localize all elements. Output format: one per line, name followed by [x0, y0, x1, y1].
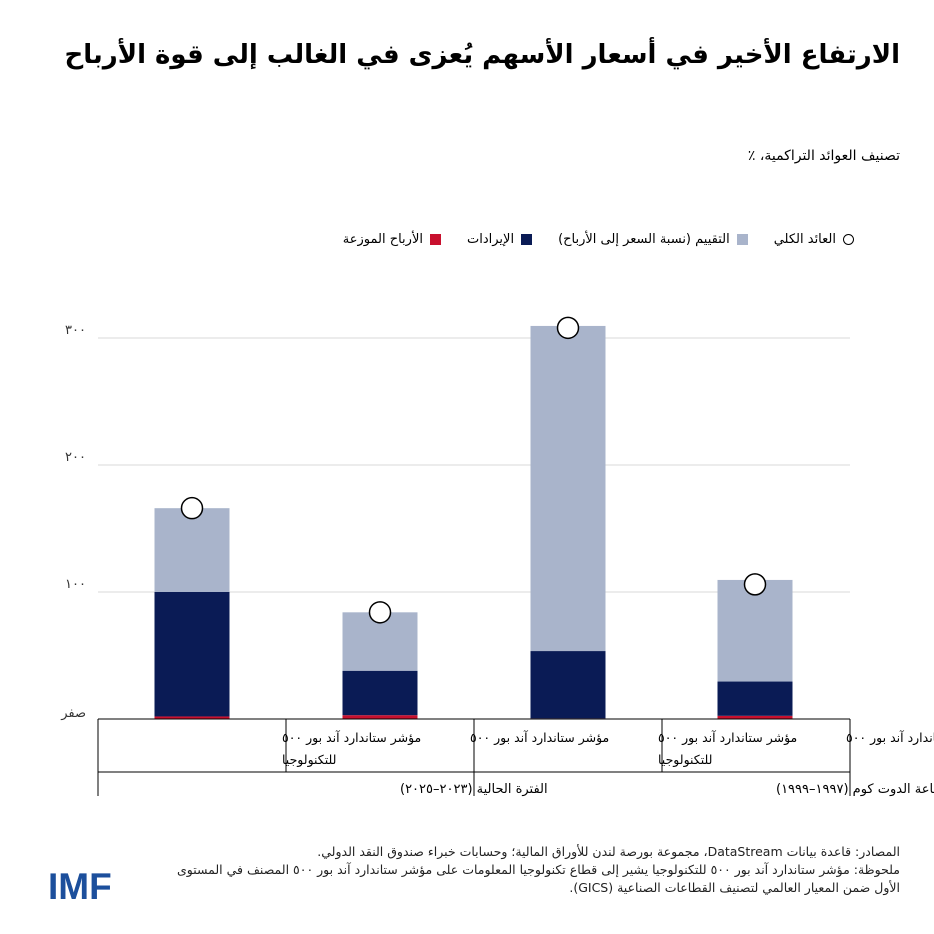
- bar-segment: [717, 715, 793, 719]
- total-return-marker: [180, 496, 204, 520]
- chart-title: الارتفاع الأخير في أسعار الأسهم يُعزى في…: [64, 40, 901, 70]
- bar-segment: [717, 579, 793, 682]
- category-label: مؤشر ستاندارد آند بور ٥٠٠: [658, 730, 797, 746]
- circle-marker-icon: [843, 234, 854, 245]
- legend-item-revenue: الإيرادات: [466, 232, 533, 247]
- legend: العائد الكلي التقييم (نسبة السعر إلى الأ…: [343, 232, 854, 247]
- y-tick-label: ١٠٠: [65, 577, 86, 592]
- notes: المصادر: قاعدة بيانات DataStream، مجموعة…: [160, 843, 900, 897]
- dividends-swatch-icon: [429, 234, 441, 245]
- bar-segment: [154, 508, 230, 592]
- category-label: مؤشر ستاندارد آند بور ٥٠٠: [846, 730, 934, 746]
- y-tick-label: ٢٠٠: [65, 450, 86, 465]
- imf-logo: IMF: [48, 866, 112, 907]
- group-label: فقاعة الدوت كوم (١٩٩٧–١٩٩٩): [776, 782, 934, 797]
- revenue-swatch-icon: [521, 234, 533, 245]
- total-return-marker: [743, 573, 767, 596]
- legend-item-valuation: التقييم (نسبة السعر إلى الأرباح): [558, 232, 748, 247]
- bar-segment: [530, 651, 606, 719]
- methodology-note: ملحوظة: مؤشر ستاندارد آند بور ٥٠٠ للتكنو…: [176, 862, 900, 896]
- bar-segment: [154, 592, 230, 717]
- legend-item-total-return: العائد الكلي: [774, 232, 854, 247]
- total-return-marker: [556, 316, 580, 340]
- y-tick-label: ٣٠٠: [65, 323, 86, 338]
- legend-item-dividends: الأرباح الموزعة: [343, 232, 441, 247]
- group-label: الفترة الحالية (٢٠٢٣–٢٠٢٥): [400, 782, 548, 797]
- chart-subtitle: تصنيف العوائد التراكمية، ٪: [747, 148, 900, 164]
- category-label: مؤشر ستاندارد آند بور ٥٠٠: [470, 730, 609, 746]
- bar-segment: [342, 715, 418, 719]
- bar-segment: [530, 325, 606, 652]
- legend-label: الأرباح الموزعة: [342, 232, 423, 247]
- category-label: مؤشر ستاندارد آند بور ٥٠٠: [282, 730, 421, 746]
- legend-label: الإيرادات: [466, 232, 515, 247]
- bar-segment: [717, 681, 793, 716]
- valuation-swatch-icon: [736, 234, 748, 245]
- bar-segment: [342, 670, 418, 716]
- category-label: للتكنولوجيا: [282, 752, 336, 768]
- legend-label: العائد الكلي: [773, 232, 836, 247]
- legend-label: التقييم (نسبة السعر إلى الأرباح): [558, 232, 730, 247]
- y-tick-label: صفر: [60, 706, 86, 721]
- bar-segment: [154, 716, 230, 719]
- category-label: للتكنولوجيا: [658, 752, 712, 768]
- sources-note: المصادر: قاعدة بيانات DataStream، مجموعة…: [317, 844, 900, 859]
- total-return-marker: [368, 601, 392, 624]
